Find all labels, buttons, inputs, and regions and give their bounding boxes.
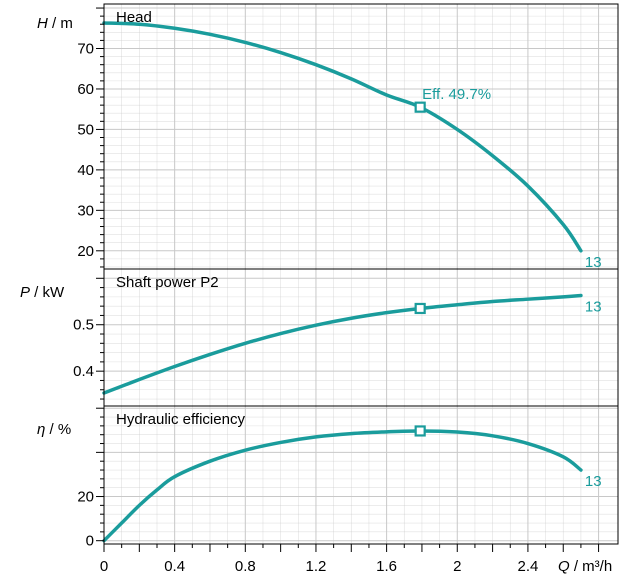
y-tick-label: 0.4	[73, 363, 94, 380]
y-axis-variable: H	[37, 15, 48, 32]
y-tick-label: 30	[77, 202, 94, 219]
x-tick-label: 1.2	[306, 558, 327, 575]
y-axis-unit: / kW	[30, 284, 65, 301]
x-tick-label: 1.6	[376, 558, 397, 575]
y-tick-label: 0.5	[73, 317, 94, 334]
curve-end-label: 13	[585, 298, 602, 315]
x-tick-label: 2.4	[517, 558, 538, 575]
curve-end-label: 13	[585, 473, 602, 490]
curve-series-13	[102, 293, 583, 395]
y-axis-label: P / kW	[20, 284, 65, 301]
x-axis-variable: Q	[558, 558, 570, 575]
y-axis-unit: / %	[45, 421, 71, 438]
curve-layer	[102, 21, 583, 543]
y-tick-label: 20	[77, 489, 94, 506]
y-axis-label: H / m	[37, 15, 73, 32]
efficiency-label: Eff. 49.7%	[422, 86, 491, 103]
panel-title: Hydraulic efficiency	[116, 411, 245, 428]
x-tick-label: 0.4	[164, 558, 185, 575]
panel-frame	[103, 3, 619, 270]
y-tick-label: 50	[77, 121, 94, 138]
panel-title: Shaft power P2	[116, 274, 219, 291]
y-tick-label: 70	[77, 41, 94, 58]
y-tick-label: 60	[77, 81, 94, 98]
y-axis-variable: P	[20, 284, 30, 301]
y-axis-label: η / %	[37, 421, 71, 438]
panel-frame	[103, 405, 619, 545]
operating-point-marker	[414, 425, 426, 437]
curve-end-label: 13	[585, 254, 602, 271]
y-tick-label: 40	[77, 162, 94, 179]
y-tick-label: 20	[77, 243, 94, 260]
y-axis-unit: / m	[48, 15, 73, 32]
x-tick-label: 0	[100, 558, 108, 575]
x-tick-label: 2	[453, 558, 461, 575]
frame-layer	[96, 3, 619, 552]
operating-point-marker	[414, 302, 426, 315]
curve-series-13	[102, 429, 583, 543]
x-axis-unit: / m³/h	[570, 558, 613, 575]
x-tick-label: 0.8	[235, 558, 256, 575]
curve-series-13	[102, 21, 583, 253]
operating-point-marker	[414, 101, 426, 113]
y-tick-label: 0	[86, 533, 94, 550]
y-axis-variable: η	[37, 421, 45, 438]
x-axis-label: Q / m³/h	[558, 558, 612, 575]
panel-title: Head	[116, 9, 152, 26]
